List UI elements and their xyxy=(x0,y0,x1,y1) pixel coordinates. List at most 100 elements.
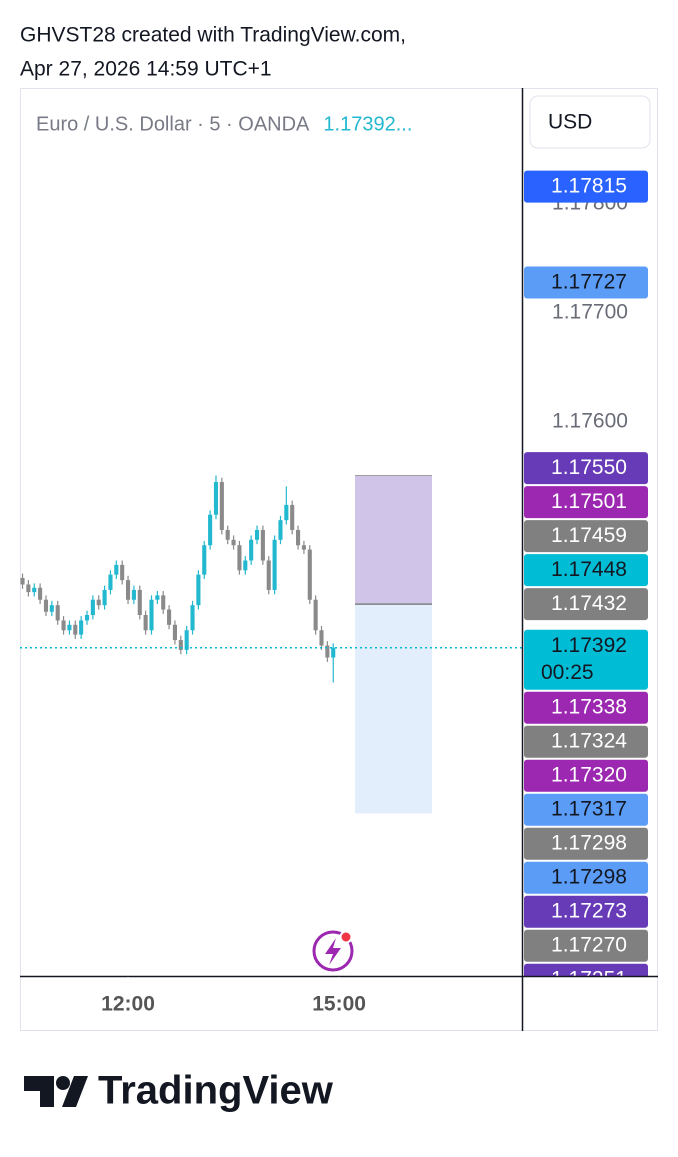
candle-body xyxy=(319,630,324,646)
price-badge xyxy=(524,861,648,894)
candle-body xyxy=(137,589,142,616)
candle-body xyxy=(249,539,254,561)
symbol-title: Euro / U.S. Dollar · 5 · OANDA xyxy=(36,113,310,135)
logo-mark xyxy=(24,1076,54,1107)
currency-label[interactable]: USD xyxy=(548,111,592,134)
y-tick-label: 1.17600 xyxy=(552,410,628,433)
price-badge xyxy=(524,691,648,724)
candle-body xyxy=(237,545,242,571)
price-badge xyxy=(524,963,648,976)
candle-body xyxy=(266,560,271,590)
candle-body xyxy=(290,504,295,530)
price-badge-label: 1.17298 xyxy=(551,866,627,889)
price-badge-label: 1.17392 xyxy=(551,634,627,657)
candle-body xyxy=(20,577,25,585)
price-badge-label: 1.17448 xyxy=(551,558,627,581)
candle-body xyxy=(243,560,248,571)
price-badge xyxy=(524,929,648,962)
candle-body xyxy=(108,574,113,590)
candle-body xyxy=(178,640,183,650)
candle-body xyxy=(208,514,213,546)
countdown: 00:25 xyxy=(541,661,594,684)
candle-body xyxy=(96,599,101,606)
price-badge xyxy=(524,629,648,690)
candle-body xyxy=(114,564,119,575)
price-badge xyxy=(524,520,648,553)
icon-badge[interactable] xyxy=(339,930,353,944)
candle-body xyxy=(131,589,136,600)
candle-body xyxy=(67,624,72,631)
candle-body xyxy=(213,482,219,515)
candle-body xyxy=(313,599,318,631)
candle-body xyxy=(272,539,277,590)
price-badge-label: 1.17317 xyxy=(551,798,627,821)
candle-body xyxy=(278,520,283,540)
candle-body xyxy=(79,620,84,635)
candle-body xyxy=(325,645,330,658)
price-badge xyxy=(524,793,648,826)
candle-body xyxy=(55,605,60,621)
price-badge-label: 1.17273 xyxy=(551,900,627,923)
price-badge xyxy=(524,827,648,860)
logo-mark xyxy=(56,1076,70,1090)
brand-logo xyxy=(24,1076,88,1107)
candle-body xyxy=(172,624,177,641)
candle-body xyxy=(120,564,125,581)
candle-body xyxy=(301,545,306,550)
candle-body xyxy=(307,549,312,600)
candle-body xyxy=(231,539,236,546)
price-badge xyxy=(524,588,648,621)
price-badge-label: 1.17320 xyxy=(551,764,627,787)
candle-body xyxy=(225,529,230,540)
price-badge-label: 1.17501 xyxy=(551,490,627,513)
candle-body xyxy=(202,545,207,575)
price-badge-label: 1.17251 xyxy=(551,968,627,991)
symbol-price: 1.17392... xyxy=(323,113,412,135)
candle-body xyxy=(125,580,131,600)
x-tick-label: 12:00 xyxy=(101,993,155,1016)
candle-body xyxy=(84,615,90,621)
price-badge-label: 1.17432 xyxy=(551,592,627,615)
candle-body xyxy=(90,599,95,616)
chart-frame xyxy=(20,88,658,1031)
stop-zone xyxy=(355,604,432,814)
price-badge-label: 1.17298 xyxy=(551,832,627,855)
x-tick-label: 15:00 xyxy=(312,993,366,1016)
price-badge-label: 1.17727 xyxy=(551,271,627,294)
plot-area xyxy=(20,474,522,814)
lightning-icon[interactable] xyxy=(312,930,354,972)
candle-body xyxy=(184,630,189,650)
price-badge xyxy=(524,759,648,792)
candle-body xyxy=(331,647,336,658)
price-badge xyxy=(524,554,648,587)
currency-button[interactable] xyxy=(529,95,651,149)
logo-mark xyxy=(62,1076,88,1107)
candle-body xyxy=(260,529,265,561)
candle-body xyxy=(284,504,289,521)
price-badge xyxy=(524,725,648,758)
price-badge-label: 1.17324 xyxy=(551,730,627,753)
candle-body xyxy=(26,584,31,593)
candle-body xyxy=(155,595,160,600)
candle-body xyxy=(161,595,166,610)
header-line: GHVST28 created with TradingView.com, xyxy=(20,24,406,47)
y-tick-label: 1.17700 xyxy=(552,301,628,324)
icon-bolt[interactable] xyxy=(325,938,341,965)
candle-body xyxy=(102,589,107,606)
price-badge xyxy=(524,895,648,928)
candle-body xyxy=(219,482,224,530)
candle-body xyxy=(38,587,43,600)
price-badge-label: 1.17459 xyxy=(551,524,627,547)
candle-body xyxy=(149,599,154,631)
price-axis: 1.178001.177001.176001.178151.177271.175… xyxy=(523,170,648,991)
price-badge-label: 1.17338 xyxy=(551,696,627,719)
candle-body xyxy=(167,609,172,625)
candle-body xyxy=(143,615,148,631)
price-badge-label: 1.17815 xyxy=(551,175,627,198)
price-badge xyxy=(524,486,648,519)
candle-body xyxy=(43,599,49,612)
candle-body xyxy=(190,605,195,631)
price-badge xyxy=(524,452,648,485)
